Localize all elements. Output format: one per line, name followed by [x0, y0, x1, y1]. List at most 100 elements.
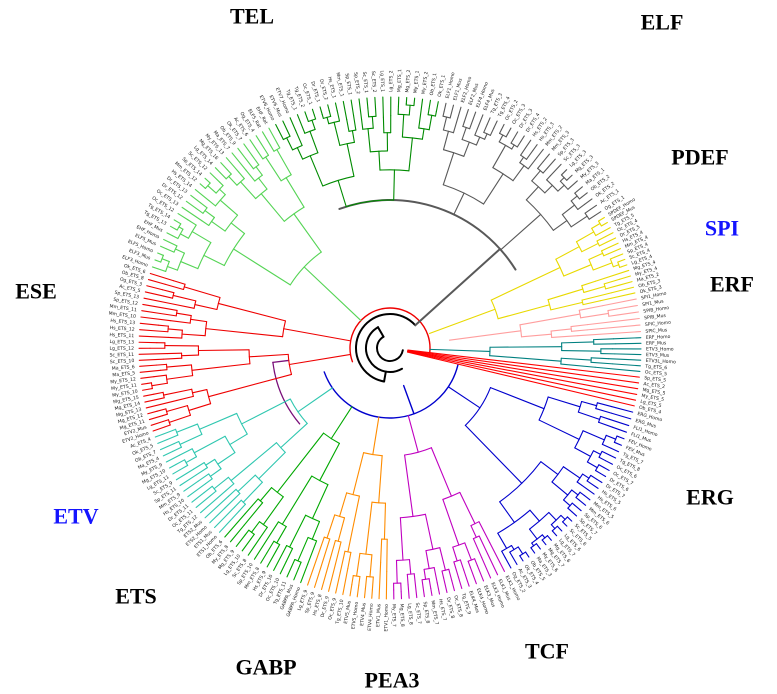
backbone-radial	[383, 370, 387, 383]
leaf-label: Lg_ETS_1	[379, 70, 386, 92]
leaf-label: My_ETS_7	[390, 604, 396, 627]
family-label-ETS: ETS	[115, 584, 157, 609]
leaf-labels-PDEF: SPDEF_HomoSPDEF_MusTg_ETS_5Oc_ETS_4Dr_ET…	[607, 197, 662, 296]
leaf-label: Oc_ETS_8	[452, 595, 464, 618]
clade-ETV	[138, 341, 352, 432]
leaf-label: Sc_ETS_10	[110, 358, 135, 365]
leaf-labels-ETV: ETV2_HomoETV2_MusMg_ETS_11Mg_ETS_12Mg_ET…	[109, 339, 149, 445]
leaf-label: My_ETS_10	[112, 389, 138, 399]
clade-ERG	[447, 386, 634, 569]
leaf-labels-orphan-rays: Sp_ETS_5Ac_ETS_2Mg_ETS_5My_ETS_5Lg_ETS_5…	[638, 375, 666, 415]
leaf-label: Mg_ETS_1	[396, 69, 403, 92]
leaf-label: ETV4_Mus	[359, 602, 367, 626]
family-label-TCF: TCF	[525, 639, 569, 664]
leaf-label: SPIB_Mus	[644, 313, 667, 322]
leaf-labels-ESE: ELF3_HomoELF3_MusELF5_HomoELF5_MusEHF_Ho…	[121, 106, 269, 269]
leaf-label: My_ETS_11	[111, 382, 137, 392]
leaf-label: Dr_ETS_1	[309, 81, 321, 103]
clade-TEL	[275, 96, 439, 208]
leaf-label: Ob_ETS_4	[638, 405, 662, 416]
leaf-label: Mm_ETS_1	[334, 72, 344, 97]
leaf-label: Oc_ETS_5	[645, 369, 668, 377]
leaf-label: My_ETS_1	[413, 70, 421, 93]
family-label-ERG: ERG	[686, 485, 734, 510]
backbone-arc	[355, 313, 417, 383]
backbone-arc	[323, 364, 459, 419]
leaf-label: SPIC_Homo	[645, 320, 672, 328]
leaf-label: Og_ETS_3	[119, 276, 143, 287]
leaf-label: Mm_ETS_11	[109, 303, 137, 313]
leaf-label: Ob_ETS_8	[121, 270, 145, 282]
leaf-label: Hs_ETS_8	[312, 594, 324, 617]
leaf-label: My_ETS_5	[641, 393, 665, 403]
leaf-label: Sc_ETS_1	[361, 71, 369, 93]
leaf-label: ELF1_Homo	[445, 72, 457, 100]
backbone-arc	[365, 326, 403, 373]
leaf-label: Ob_ETS_1	[429, 72, 439, 95]
family-label-SPI: SPI	[705, 216, 739, 241]
leaf-label: Hs_ETS_13	[110, 318, 135, 326]
leaf-label: Tg_ETS_6	[644, 364, 667, 372]
backbone-arc	[272, 361, 301, 425]
backbone-arc	[349, 307, 431, 363]
leaf-label: Sp_ETS_2	[352, 72, 361, 95]
leaf-label: Hs_ETS_7	[437, 598, 447, 621]
leaf-label: Ok_ETS_1	[437, 74, 447, 97]
leaf-label: Oc_ETS_9	[327, 597, 338, 620]
clade-ELF	[442, 102, 602, 251]
family-label-ERF: ERF	[710, 272, 754, 297]
leaf-label: Mg_ETS_5	[642, 387, 666, 397]
leaf-label: Ac_ETS_2	[643, 381, 665, 390]
family-label-TEL: TEL	[230, 4, 274, 29]
leaf-label: Sp_ETS_1	[344, 73, 353, 96]
family-labels: TEL ELF PDEF SPI ERF ERG TCF PEA3 GABP ETS ETV ESE	[15, 4, 754, 693]
backbone-radial	[402, 384, 415, 415]
leaf-labels-TEL: ETV6_HomoETV6_MusETV7_HomoTg_ETS_1Tg_ETS…	[258, 69, 447, 122]
leaf-label: Tg_ETS_10	[335, 599, 346, 626]
leaf-label: Sp_ETS_13	[114, 290, 140, 301]
leaf-label: Hs_ETS_11	[109, 332, 134, 339]
leaf-label: Lg_ETS_2	[388, 70, 394, 92]
leaf-label: ETV3_Mus	[646, 352, 670, 359]
family-label-GABP: GABP	[235, 655, 296, 680]
leaf-label: My_ETS_2	[421, 71, 430, 94]
clade-ESE-red	[138, 272, 352, 342]
leaf-labels-PEA3: ETV1_HomoETV1_MusETV4_HomoETV4_MusETV5_H…	[296, 589, 389, 632]
backbone-arc	[376, 335, 404, 362]
leaf-label: SPIB_Homo	[643, 305, 670, 315]
leaf-label: ELF1_Mus	[452, 77, 464, 101]
leaf-label: Mg_ETS_15	[113, 395, 140, 406]
leaf-label: ETV5_Mus	[343, 600, 353, 625]
leaf-label: Lg_ETS_13	[109, 339, 134, 346]
leaf-label: ERF_Homo	[646, 334, 671, 341]
clade-ERF	[429, 337, 642, 372]
clade-TCF	[393, 415, 505, 600]
leaf-label: Ma_ETS_5	[112, 370, 135, 378]
family-label-ESE: ESE	[15, 279, 57, 304]
clade-ETS	[154, 387, 334, 533]
leaf-label: Lg_ETS_12	[109, 346, 134, 352]
leaf-label: Mm_ETS_7	[429, 600, 439, 625]
backbone-radial	[272, 359, 290, 364]
leaf-label: Ma_ETS_6	[112, 364, 135, 372]
backbone-radial	[414, 247, 501, 327]
leaf-label: Mg_ETS_8	[398, 604, 405, 627]
leaf-labels-TCF: ELK1_HomoELK1_MusELK3_HomoELK3_MusELK4_H…	[390, 575, 521, 627]
leaf-label: Mg_ETS_14	[114, 401, 141, 412]
leaf-label: Hs_ETS_12	[110, 325, 135, 333]
leaf-label: Lg_ETS_8	[406, 603, 414, 625]
leaf-label: Dr_ETS_9	[320, 596, 331, 618]
leaf-label: Ok_ETS_3	[639, 284, 662, 295]
leaf-label: Sc_ETS_2	[370, 71, 377, 93]
clade-orphan-rays	[406, 349, 640, 407]
clade-GABP	[224, 406, 353, 584]
family-label-PEA3: PEA3	[365, 668, 420, 693]
clade-PDEF	[428, 216, 636, 335]
leaf-label: Hs_ETS_1	[326, 76, 337, 99]
family-label-ELF: ELF	[641, 10, 684, 35]
leaf-label: Sp_ETS_8	[422, 601, 431, 624]
leaf-label: SPI1_Homo	[641, 291, 668, 302]
backbone-radial	[377, 326, 385, 338]
family-label-ETV: ETV	[53, 504, 98, 529]
